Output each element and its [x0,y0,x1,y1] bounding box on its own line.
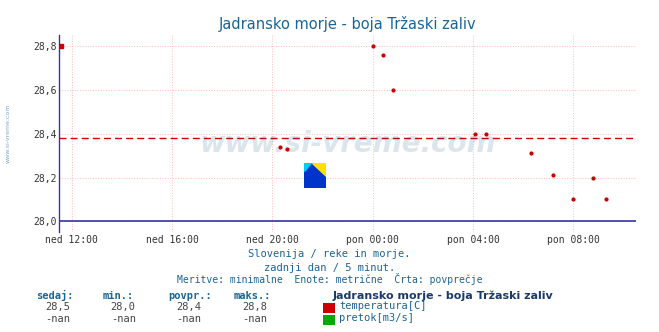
Text: -nan: -nan [45,314,70,324]
Text: Meritve: minimalne  Enote: metrične  Črta: povprečje: Meritve: minimalne Enote: metrične Črta:… [177,273,482,285]
Text: www.si-vreme.com: www.si-vreme.com [5,103,11,163]
Text: povpr.:: povpr.: [168,291,212,301]
Text: 28,8: 28,8 [243,302,268,312]
Polygon shape [304,163,312,171]
Text: 28,4: 28,4 [177,302,202,312]
Text: sedaj:: sedaj: [36,290,74,301]
Text: Jadransko morje - boja Tržaski zaliv: Jadransko morje - boja Tržaski zaliv [333,290,554,301]
Text: maks.:: maks.: [234,291,272,301]
Text: temperatura[C]: temperatura[C] [339,301,427,311]
Text: Slovenija / reke in morje.: Slovenija / reke in morje. [248,249,411,259]
Text: -nan: -nan [111,314,136,324]
Text: www.si-vreme.com: www.si-vreme.com [200,129,496,157]
Text: 28,5: 28,5 [45,302,70,312]
Text: min.:: min.: [102,291,133,301]
Text: zadnji dan / 5 minut.: zadnji dan / 5 minut. [264,263,395,273]
Text: 28,0: 28,0 [111,302,136,312]
Text: -nan: -nan [177,314,202,324]
Title: Jadransko morje - boja Tržaski zaliv: Jadransko morje - boja Tržaski zaliv [219,16,476,32]
Text: -nan: -nan [243,314,268,324]
Text: pretok[m3/s]: pretok[m3/s] [339,313,415,323]
Polygon shape [304,163,326,188]
Polygon shape [312,163,326,176]
